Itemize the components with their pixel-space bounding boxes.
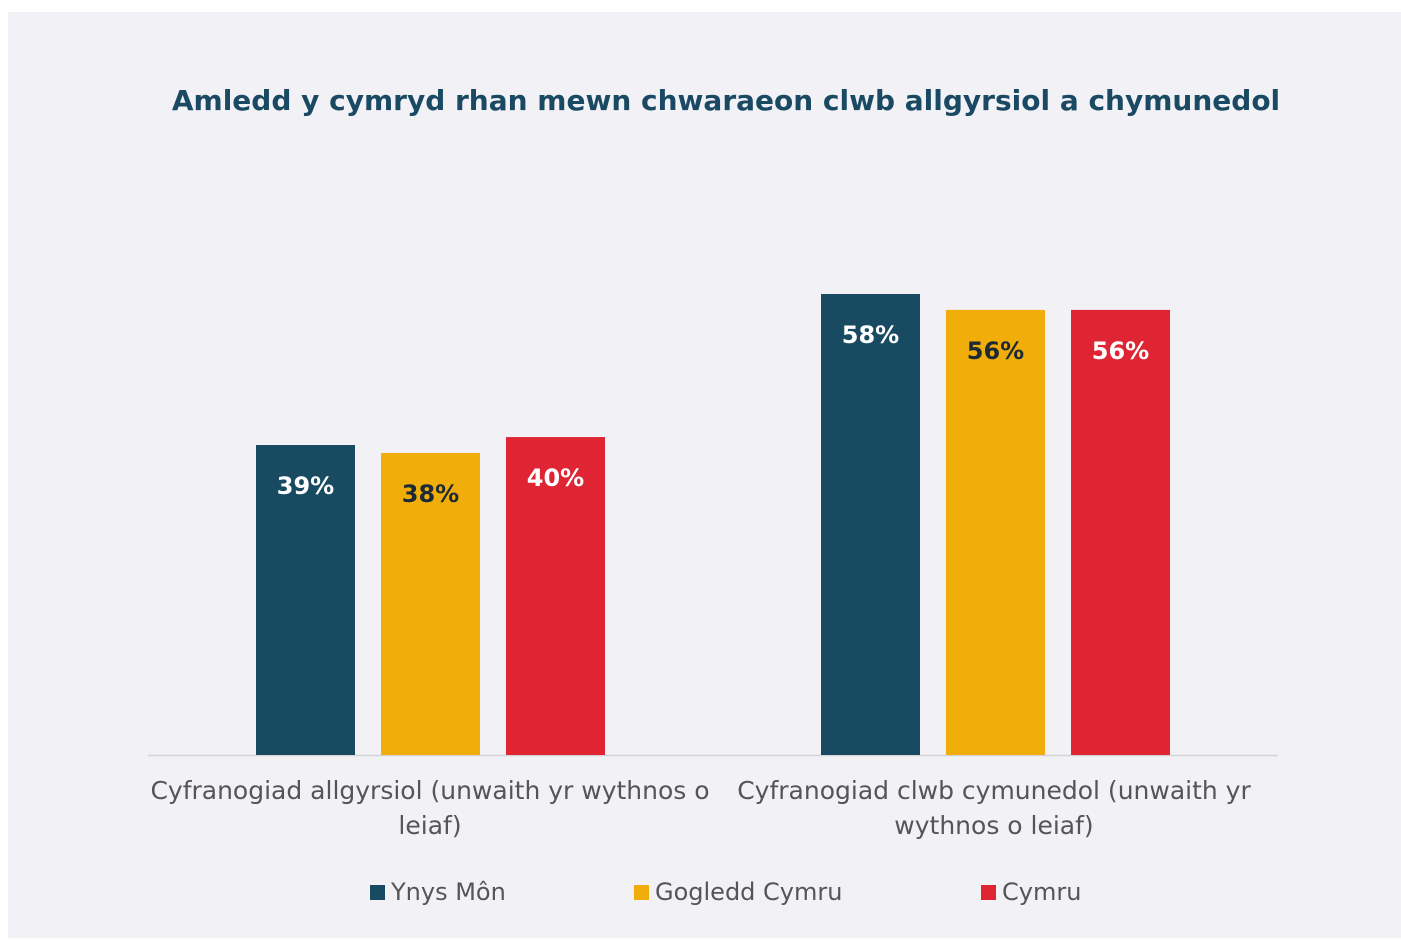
chart-title: Amledd y cymryd rhan mewn chwaraeon clwb… — [171, 84, 1281, 117]
legend-label-cymru: Cymru — [1002, 878, 1082, 906]
legend-swatch-gogledd-cymru — [634, 884, 649, 900]
bar-gogledd-cymru-1 — [946, 309, 1045, 755]
legend-swatch-ynys-mon — [370, 884, 385, 900]
bar-cymru-0 — [506, 437, 605, 755]
category-label-community-club: Cyfranogiad clwb cymunedol (unwaith yr w… — [737, 776, 1251, 840]
data-label-ynys-mon-1: 58% — [842, 321, 899, 349]
legend-swatch-cymru — [981, 884, 996, 900]
bar-ynys-mon-0 — [256, 445, 355, 755]
data-label-cymru-1: 56% — [1092, 337, 1149, 365]
legend-item-gogledd-cymru: Gogledd Cymru — [634, 878, 842, 906]
legend-label-ynys-mon: Ynys Môn — [391, 878, 506, 906]
legend: Ynys Môn Gogledd Cymru Cymru — [0, 878, 1401, 912]
data-label-cymru-0: 40% — [527, 464, 584, 492]
bar-ynys-mon-1 — [821, 294, 920, 755]
legend-item-cymru: Cymru — [981, 878, 1081, 906]
bar-cymru-1 — [1071, 309, 1170, 755]
data-label-ynys-mon-0: 39% — [277, 472, 334, 500]
bar-gogledd-cymru-0 — [381, 452, 480, 755]
legend-item-ynys-mon: Ynys Môn — [370, 878, 506, 906]
data-label-gogledd-cymru-1: 56% — [967, 337, 1024, 365]
legend-label-gogledd-cymru: Gogledd Cymru — [655, 878, 843, 906]
data-label-gogledd-cymru-0: 38% — [402, 480, 459, 508]
category-label-extracurricular: Cyfranogiad allgyrsiol (unwaith yr wythn… — [150, 776, 710, 840]
